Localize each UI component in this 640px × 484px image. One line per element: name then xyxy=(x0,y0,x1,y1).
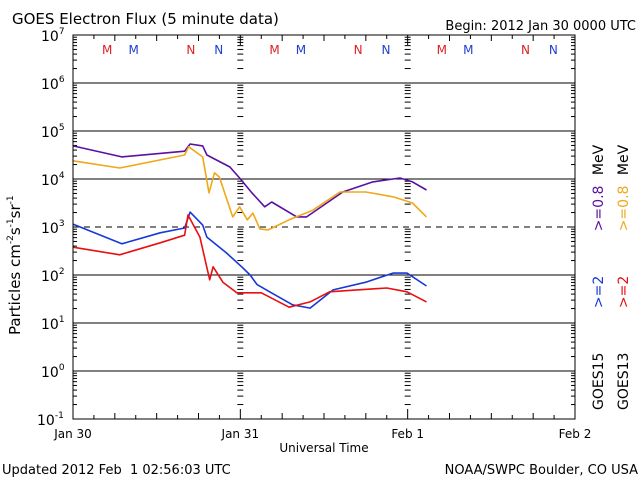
begin-label: Begin: 2012 Jan 30 0000 UTC xyxy=(445,19,636,34)
legend-unit: MeV xyxy=(591,144,607,175)
mn-marker: N xyxy=(186,43,195,57)
y-tick-label: 105 xyxy=(41,123,65,141)
x-tick-label: Feb 1 xyxy=(391,427,424,441)
legend: GOES15 >=2 >=0.8 MeV GOES13 >=2 >=0.8 Me… xyxy=(591,144,632,410)
mn-marker: M xyxy=(437,43,447,57)
grid xyxy=(73,82,575,372)
y-tick-label: 103 xyxy=(41,219,65,237)
mn-marker: M xyxy=(296,43,306,57)
y-axis-label: Particles cm-2s-1sr-1 xyxy=(6,195,24,335)
series-line xyxy=(72,211,427,309)
mn-marker: N xyxy=(549,43,558,57)
y-tick-label: 104 xyxy=(41,171,65,189)
axis-ticks xyxy=(72,34,576,420)
legend-goes13-ge2: >=2 xyxy=(616,276,632,308)
chart-title: GOES Electron Flux (5 minute data) xyxy=(12,10,279,28)
mn-marker: N xyxy=(354,43,363,57)
mn-marker: N xyxy=(382,43,391,57)
legend-col1: GOES15 >=2 >=0.8 MeV xyxy=(591,144,607,410)
updated-timestamp: Updated 2012 Feb 1 02:56:03 UTC xyxy=(2,463,231,478)
mn-marker: M xyxy=(102,43,112,57)
mn-marker: M xyxy=(128,43,138,57)
y-tick-label: 107 xyxy=(41,27,65,45)
x-tick-label: Jan 30 xyxy=(53,427,92,441)
mn-marker: N xyxy=(521,43,530,57)
legend-col2: GOES13 >=2 >=0.8 MeV xyxy=(616,144,632,410)
series-line xyxy=(72,146,428,231)
legend-unit: MeV xyxy=(616,144,632,175)
y-label-exp1: -2 xyxy=(6,235,16,244)
legend-goes13-ge08: >=0.8 xyxy=(616,186,632,232)
y-label-base: Particles cm xyxy=(6,244,24,335)
y-label-sr: sr xyxy=(6,204,24,219)
y-tick-label: 106 xyxy=(41,75,65,93)
mn-marker: N xyxy=(214,43,223,57)
y-tick-label: 102 xyxy=(41,267,65,285)
y-tick-labels: 107 106 105 104 103 102 101 100 10-1 xyxy=(37,27,65,429)
x-tick-label: Feb 2 xyxy=(559,427,592,441)
legend-sat-goes13: GOES13 xyxy=(616,353,632,410)
plot-frame xyxy=(72,34,576,420)
y-label-exp3: -1 xyxy=(6,195,16,204)
series-line xyxy=(72,143,427,218)
series-line xyxy=(72,214,427,309)
y-label-s: s xyxy=(6,227,24,235)
y-label-exp2: -1 xyxy=(6,218,16,227)
y-tick-label: 10-1 xyxy=(37,411,64,429)
x-tick-label: Jan 31 xyxy=(221,427,260,441)
legend-sat-goes15: GOES15 xyxy=(591,353,607,410)
legend-goes15-ge08: >=0.8 xyxy=(591,186,607,232)
legend-goes15-ge2: >=2 xyxy=(591,276,607,308)
mn-marker: M xyxy=(269,43,279,57)
x-tick-labels: Jan 30 Jan 31 Feb 1 Feb 2 xyxy=(53,427,591,441)
y-tick-label: 101 xyxy=(41,315,65,333)
mn-marker: M xyxy=(463,43,473,57)
y-tick-label: 100 xyxy=(41,363,65,381)
credit: NOAA/SWPC Boulder, CO USA xyxy=(445,463,638,478)
series-group xyxy=(72,143,428,309)
x-axis-label: Universal Time xyxy=(279,441,368,455)
